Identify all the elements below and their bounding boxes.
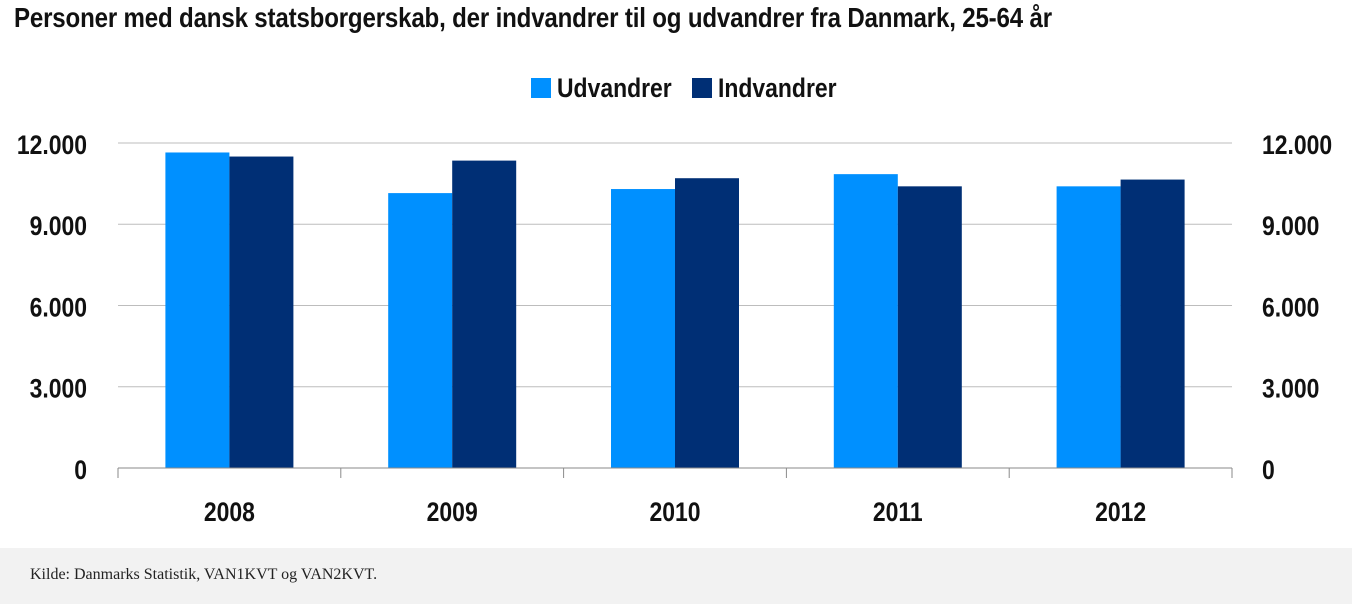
- bar-indvandrer-2008: [229, 156, 294, 468]
- y-tick-label-left: 9.000: [30, 212, 87, 242]
- bar-udvandrer-2008: [165, 152, 230, 468]
- bar-udvandrer-2009: [388, 193, 453, 468]
- y-tick-label-right: 9.000: [1262, 212, 1319, 242]
- y-axis-left: 0 3.000 6.000 9.000 12.000: [17, 130, 87, 485]
- bar-udvandrer-2010: [611, 189, 675, 468]
- legend-label-indvandrer: Indvandrer: [718, 73, 837, 103]
- y-axis-right: 0 3.000 6.000 9.000 12.000: [1262, 130, 1332, 485]
- chart-title: Personer med dansk statsborgerskab, der …: [14, 2, 1052, 33]
- x-tick-label: 2012: [1095, 497, 1146, 527]
- y-tick-label-right: 6.000: [1262, 293, 1319, 323]
- x-tick-label: 2009: [427, 497, 478, 527]
- y-tick-label-left: 0: [74, 455, 87, 485]
- bar-indvandrer-2011: [897, 186, 962, 469]
- y-tick-label-right: 0: [1262, 455, 1275, 485]
- bar-indvandrer-2009: [452, 160, 517, 468]
- x-tick-label: 2010: [649, 497, 700, 527]
- legend: Udvandrer Indvandrer: [531, 73, 837, 103]
- x-tick-label: 2008: [204, 497, 255, 527]
- bar-indvandrer-2012: [1120, 179, 1185, 468]
- x-tick-label: 2011: [873, 497, 923, 527]
- legend-label-udvandrer: Udvandrer: [557, 73, 672, 103]
- x-axis: [117, 467, 1233, 478]
- bar-udvandrer-2011: [833, 174, 898, 469]
- source-note: Kilde: Danmarks Statistik, VAN1KVT og VA…: [30, 566, 378, 583]
- legend-swatch-indvandrer: [692, 78, 712, 98]
- legend-swatch-udvandrer: [531, 78, 551, 98]
- x-axis-labels: 2008 2009 2010 2011 2012: [204, 497, 1146, 527]
- y-tick-label-left: 6.000: [30, 293, 87, 323]
- source-footer: Kilde: Danmarks Statistik, VAN1KVT og VA…: [0, 548, 1352, 604]
- bar-indvandrer-2010: [675, 178, 739, 469]
- bar-udvandrer-2012: [1056, 186, 1121, 469]
- bar-chart: 0 3.000 6.000 9.000 12.000 0 3.000 6.000 9.000 1…: [17, 73, 1332, 527]
- y-tick-label-left: 12.000: [17, 130, 87, 160]
- y-tick-label-right: 12.000: [1262, 130, 1332, 160]
- bar-groups: [165, 152, 1185, 469]
- y-tick-label-left: 3.000: [30, 374, 87, 404]
- y-tick-label-right: 3.000: [1262, 374, 1319, 404]
